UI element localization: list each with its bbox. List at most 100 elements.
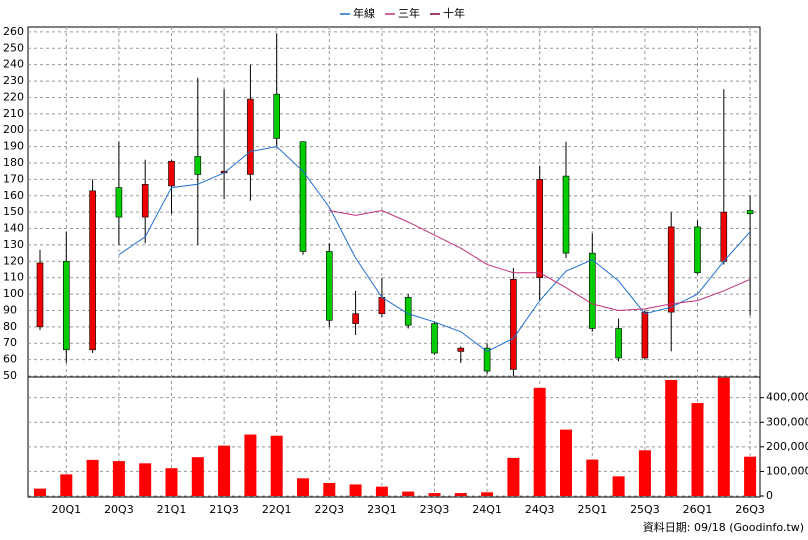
- candle-body: [325, 251, 333, 321]
- candle-body: [89, 190, 96, 351]
- x-tick-label: 23Q3: [420, 503, 450, 516]
- y-tick-label: 200: [3, 123, 24, 136]
- x-tick-label: 21Q3: [209, 503, 239, 516]
- volume-bar: [507, 457, 520, 496]
- candle-body: [641, 311, 649, 359]
- volume-bar: [165, 468, 178, 496]
- candle-body: [431, 323, 438, 354]
- x-tick-label: 26Q3: [735, 503, 765, 516]
- y-tick-label: 150: [3, 205, 24, 218]
- y-tick-label: 140: [3, 222, 24, 235]
- candle-body: [483, 347, 491, 372]
- volume-bar: [454, 493, 467, 496]
- candle-body: [36, 262, 44, 328]
- plot-frame: [27, 26, 761, 498]
- volume-bar: [139, 463, 152, 496]
- candle-body: [115, 187, 123, 218]
- legend-label: 三年: [398, 6, 420, 20]
- y-tick-label: 70: [3, 336, 17, 349]
- y2-tick-label: 400,000: [766, 391, 808, 404]
- y-tick-label: 130: [3, 238, 24, 251]
- y2-tick-label: 0: [766, 489, 773, 502]
- candle-body: [62, 261, 70, 351]
- volume-bar: [323, 482, 336, 496]
- volume-bar: [375, 486, 388, 496]
- volume-bar: [349, 484, 362, 496]
- volume-bar: [612, 476, 625, 496]
- volume-bar: [560, 429, 572, 496]
- candle-body: [352, 313, 359, 324]
- candle-body: [720, 211, 728, 262]
- volume-bar: [34, 488, 46, 496]
- x-tick-label: 22Q1: [262, 503, 292, 516]
- candle-body: [536, 179, 544, 278]
- y-tick-label: 230: [3, 74, 24, 87]
- legend-label: 十年: [443, 6, 465, 20]
- candle-body: [247, 98, 254, 175]
- y-tick-label: 160: [3, 189, 24, 202]
- x-tick-label: 20Q3: [104, 503, 134, 516]
- candle-body: [746, 210, 754, 215]
- y-tick-label: 90: [3, 303, 17, 316]
- x-tick-label: 24Q3: [525, 503, 555, 516]
- candle-body: [168, 161, 175, 187]
- y-tick-label: 250: [3, 41, 24, 54]
- y2-tick-label: 100,000: [766, 464, 808, 477]
- volume-bar: [665, 379, 678, 496]
- x-tick-label: 25Q1: [577, 503, 607, 516]
- volume-bar: [744, 456, 757, 496]
- volume-bar: [112, 461, 125, 496]
- y-tick-label: 240: [3, 58, 24, 71]
- volume-bar: [586, 459, 599, 496]
- y-tick-label: 50: [3, 369, 17, 382]
- volume-bar: [481, 492, 494, 496]
- candle-body: [615, 328, 622, 359]
- volume-bar: [428, 493, 441, 496]
- volume-bar: [717, 377, 730, 496]
- candle-body: [404, 297, 412, 326]
- line-series: [118, 146, 751, 353]
- legend-label: 年線: [353, 6, 375, 20]
- y-tick-label: 190: [3, 140, 24, 153]
- volume-bar: [297, 478, 309, 496]
- x-tick-label: 20Q1: [51, 503, 81, 516]
- volume-bar: [270, 435, 283, 496]
- y-tick-label: 110: [3, 271, 24, 284]
- volume-bar: [533, 387, 546, 496]
- x-tick-label: 22Q3: [314, 503, 344, 516]
- candle-body: [510, 279, 517, 370]
- footnote: 資料日期: 09/18 (Goodinfo.tw): [643, 520, 804, 534]
- y-tick-label: 180: [3, 156, 24, 169]
- line-series: [329, 209, 751, 311]
- volume-bar: [218, 445, 231, 496]
- volume-bar: [638, 450, 651, 496]
- candle-body: [588, 252, 596, 329]
- y-tick-label: 80: [3, 320, 17, 333]
- candle-body: [273, 93, 281, 139]
- x-tick-label: 25Q3: [630, 503, 660, 516]
- volume-bar: [86, 459, 99, 496]
- candle-body: [457, 347, 465, 352]
- candle-body: [194, 156, 202, 175]
- candle-body: [694, 226, 701, 274]
- candle-body: [378, 297, 386, 315]
- y-tick-label: 210: [3, 107, 24, 120]
- volume-bar: [191, 457, 204, 496]
- x-tick-label: 21Q1: [157, 503, 187, 516]
- candle-body: [562, 175, 570, 254]
- volume-bar: [402, 491, 415, 496]
- volume-bar: [244, 434, 257, 496]
- volume-bar: [691, 403, 704, 496]
- x-tick-label: 23Q1: [367, 503, 397, 516]
- y-tick-label: 100: [3, 287, 24, 300]
- y-tick-label: 120: [3, 254, 24, 267]
- volume-bar: [60, 474, 73, 496]
- x-tick-label: 26Q1: [683, 503, 713, 516]
- y2-tick-label: 200,000: [766, 440, 808, 453]
- y-tick-label: 170: [3, 172, 24, 185]
- y-tick-label: 260: [3, 25, 24, 38]
- candle-body: [299, 141, 307, 252]
- y2-tick-label: 300,000: [766, 415, 808, 428]
